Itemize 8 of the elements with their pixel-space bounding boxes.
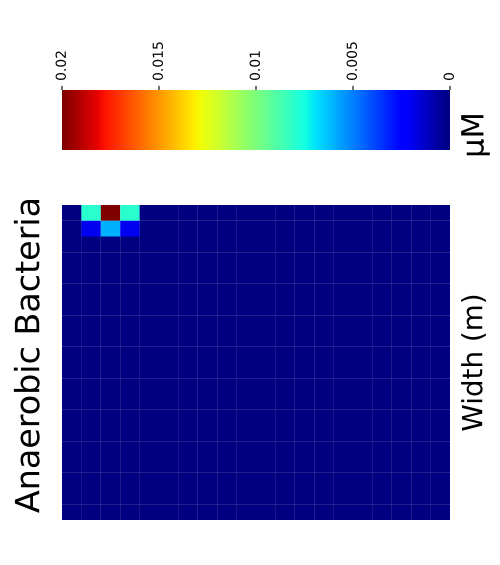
y-axis-title: Width (m) [461,296,486,431]
color-bar-label: 0 [444,73,454,80]
color-bar-label: 0.015 [152,42,164,80]
color-bar-label: 0.02 [56,51,66,80]
text: Anaerobic Bacteria [14,200,40,513]
color-bar-title: μM [461,115,490,156]
color-bar-label: 0.01 [250,51,260,80]
color-bar-label: 0.005 [346,42,358,80]
